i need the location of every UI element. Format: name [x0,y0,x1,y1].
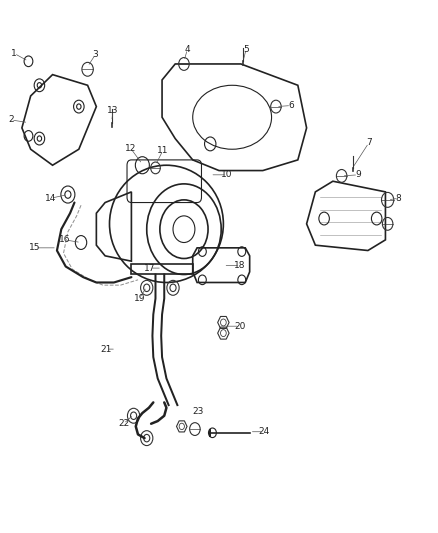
Text: 20: 20 [234,322,246,330]
Text: 5: 5 [243,45,249,53]
Text: 3: 3 [92,50,99,59]
Text: 12: 12 [125,144,136,152]
Text: 13: 13 [107,106,119,115]
Text: 15: 15 [29,244,41,252]
Text: 21: 21 [100,345,112,353]
Text: 7: 7 [366,139,372,147]
Text: 17: 17 [144,264,155,272]
Text: 10: 10 [221,171,233,179]
Text: 1: 1 [11,49,17,58]
Text: 22: 22 [118,419,129,428]
Text: 16: 16 [59,236,71,244]
Text: 14: 14 [45,194,56,203]
Text: 2: 2 [8,116,14,124]
Text: 4: 4 [185,45,190,53]
Text: 24: 24 [258,427,269,436]
Text: 6: 6 [288,101,294,110]
Text: 9: 9 [355,171,361,179]
Text: 23: 23 [192,407,204,416]
Text: 11: 11 [157,146,169,155]
Text: 19: 19 [134,294,145,303]
Text: 18: 18 [234,261,246,270]
Text: 8: 8 [396,194,402,203]
